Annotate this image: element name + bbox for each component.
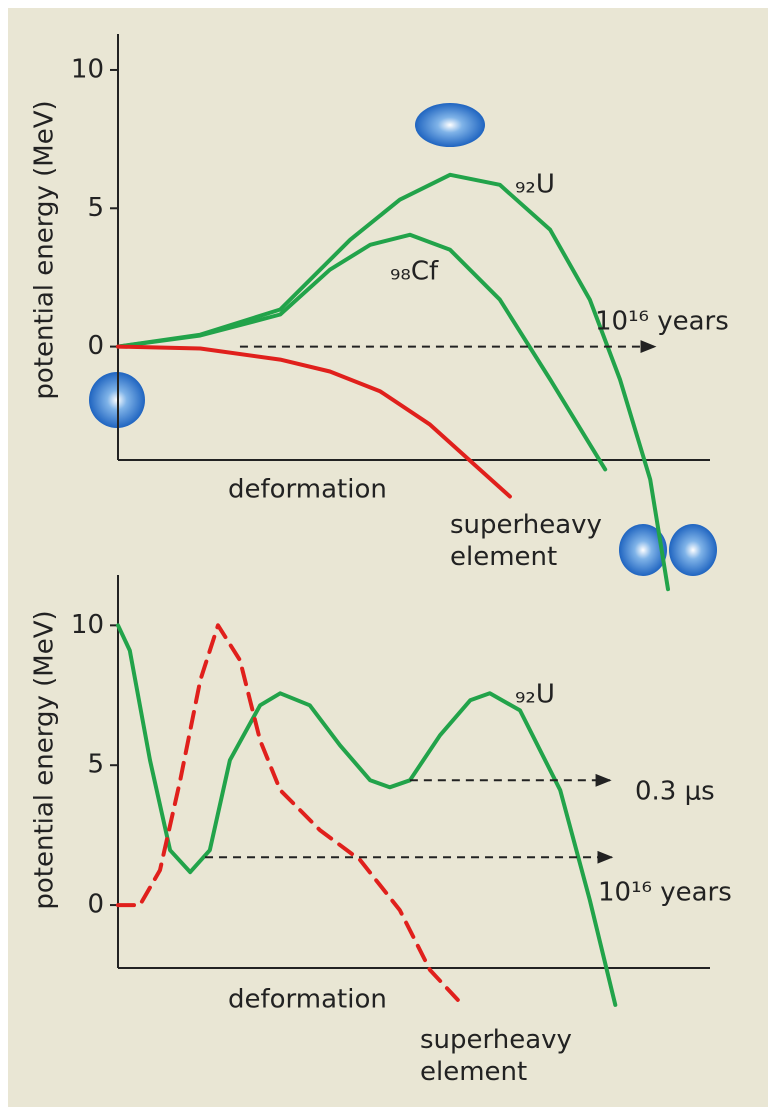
curve-label: superheavy element — [450, 510, 602, 572]
annotation: 0.3 μs — [635, 777, 715, 807]
curve-label: ₉₂U — [515, 680, 555, 710]
x-axis-label: deformation — [228, 475, 387, 505]
curve — [116, 232, 608, 472]
y-axis-label: potential energy (MeV) — [30, 100, 60, 399]
y-tick-label: 5 — [87, 750, 104, 780]
x-axis-label: deformation — [228, 985, 387, 1015]
curve-label: superheavy element — [420, 1025, 572, 1087]
fission-fragment-icon — [619, 524, 667, 576]
y-tick-label: 0 — [87, 331, 104, 361]
y-tick-label: 5 — [87, 193, 104, 223]
curve — [116, 623, 618, 1007]
curve-label: ₉₈Cf — [390, 257, 439, 287]
y-tick-label: 0 — [87, 890, 104, 920]
deformed-nucleus-icon — [415, 103, 485, 147]
annotation: 10¹⁶ years — [595, 307, 729, 337]
annotation: 10¹⁶ years — [598, 878, 732, 908]
fission-fragment-icon — [669, 524, 717, 576]
curve — [116, 623, 460, 1002]
curve — [116, 172, 670, 592]
curve — [116, 344, 512, 499]
curve-label: ₉₂U — [515, 170, 555, 200]
y-tick-label: 10 — [71, 54, 104, 84]
y-axis-label: potential energy (MeV) — [30, 610, 60, 909]
y-tick-label: 10 — [71, 610, 104, 640]
